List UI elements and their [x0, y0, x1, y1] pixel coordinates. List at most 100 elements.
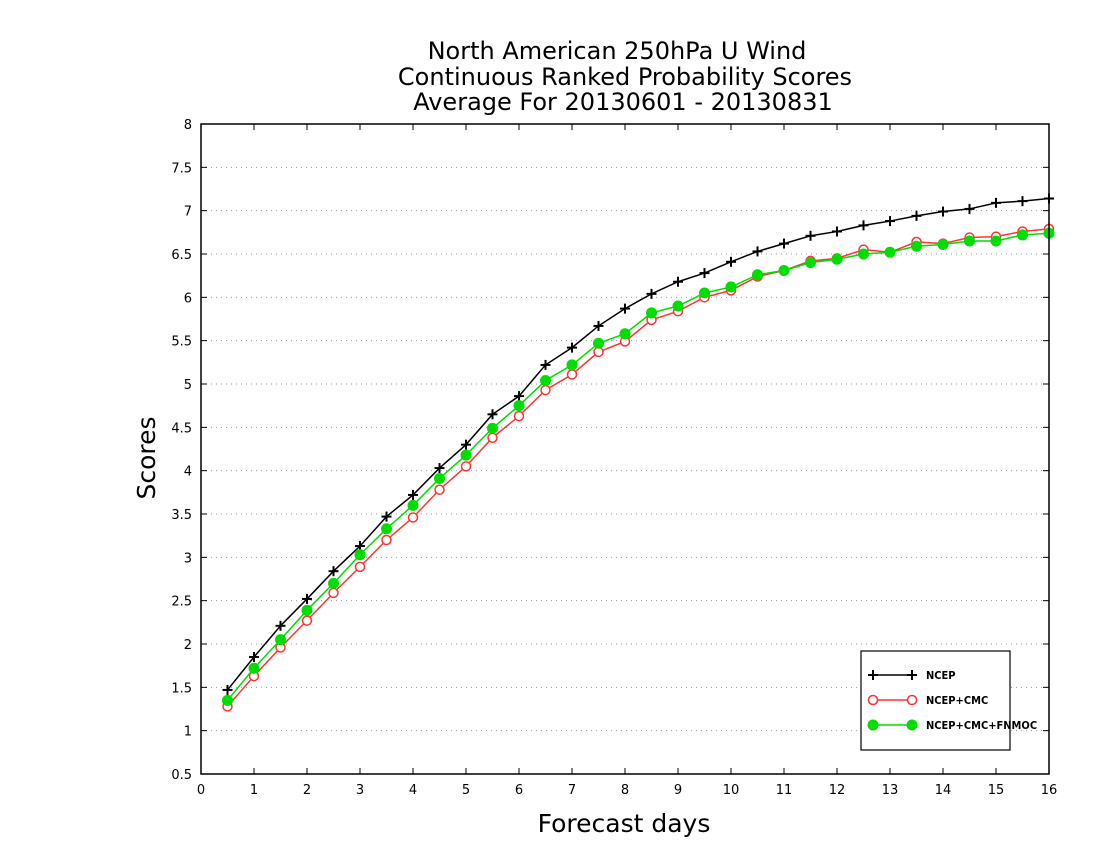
x-tick-label: 11 — [776, 783, 793, 798]
y-tick-label: 6 — [184, 291, 192, 306]
legend-marker-right-0 — [907, 670, 917, 680]
data-point-s1-10 — [487, 432, 498, 443]
title-line-2: Continuous Ranked Probability Scores — [398, 63, 852, 91]
y-tick-label: 7 — [184, 205, 192, 220]
y-tick-label: 5.5 — [171, 335, 192, 350]
data-point-s2-23 — [831, 253, 843, 265]
y-tick-label: 5 — [184, 378, 192, 393]
data-point-s1-9 — [460, 461, 472, 472]
y-tick-label: 8 — [184, 118, 192, 133]
x-tick-label: 15 — [988, 783, 1005, 798]
data-point-s2-3 — [301, 604, 313, 616]
data-point-s0-24 — [858, 220, 869, 231]
series-0 — [222, 193, 1054, 695]
data-point-s2-10 — [487, 422, 498, 434]
data-point-s0-15 — [620, 303, 630, 314]
data-point-s2-13 — [566, 359, 578, 371]
data-point-s2-0 — [222, 694, 233, 706]
data-point-s0-11 — [514, 391, 524, 402]
data-point-s1-5 — [354, 561, 366, 573]
data-point-s0-25 — [885, 216, 895, 227]
data-point-s2-25 — [884, 246, 896, 258]
data-point-s0-21 — [779, 238, 789, 249]
axis-ticks: 0 1 2 3 4 5 6 7 8 9 10 11 12 13 14 15 160.511.522.533.54… — [171, 118, 1057, 798]
data-point-s2-20 — [752, 269, 763, 281]
data-point-s0-4 — [328, 566, 339, 577]
data-point-s2-28 — [964, 235, 975, 247]
data-point-s2-27 — [937, 238, 949, 250]
legend-label-1: NCEP+CMC — [926, 694, 988, 707]
data-point-s2-30 — [1017, 229, 1028, 241]
x-tick-label: 4 — [409, 783, 417, 798]
data-point-s2-12 — [540, 375, 551, 387]
data-point-s1-7 — [407, 512, 419, 523]
y-tick-label: 4.5 — [171, 421, 192, 436]
data-point-s0-26 — [911, 210, 922, 221]
data-point-s1-8 — [434, 484, 445, 495]
data-point-s2-15 — [619, 328, 631, 340]
data-point-s2-7 — [407, 499, 419, 511]
data-point-s0-19 — [726, 256, 736, 267]
legend: NCEP NCEP+CMC NCEP+CMC+FNMOC — [860, 650, 1037, 751]
data-point-s0-12 — [540, 359, 551, 370]
data-point-s0-13 — [567, 342, 577, 353]
y-tick-label: 4 — [184, 465, 192, 480]
data-point-s2-1 — [248, 662, 260, 674]
x-tick-label: 14 — [935, 783, 952, 798]
data-point-s2-22 — [805, 257, 816, 269]
data-point-s0-14 — [593, 320, 604, 331]
data-point-s2-4 — [328, 577, 339, 589]
data-point-s2-16 — [646, 307, 657, 319]
data-point-s2-8 — [434, 472, 445, 484]
data-point-s1-12 — [540, 384, 551, 396]
y-tick-label: 0.5 — [171, 768, 192, 783]
data-point-s0-27 — [938, 206, 948, 217]
data-point-s0-30 — [1017, 196, 1028, 207]
x-tick-label: 0 — [197, 783, 205, 798]
series-1 — [222, 223, 1055, 712]
legend-label-2: NCEP+CMC+FNMOC — [926, 719, 1037, 732]
grid — [201, 166, 1049, 732]
data-point-s0-3 — [302, 593, 312, 604]
data-point-s2-17 — [672, 300, 684, 312]
legend-marker-left-2 — [867, 719, 879, 731]
y-tick-label: 2.5 — [171, 595, 192, 610]
data-point-s2-19 — [725, 281, 737, 293]
legend-item-0: NCEP — [868, 669, 956, 682]
data-point-s0-8 — [434, 463, 445, 474]
legend-marker-right-2 — [906, 719, 918, 731]
data-point-s0-20 — [752, 246, 763, 257]
data-point-s2-14 — [593, 337, 604, 349]
data-point-s2-21 — [778, 264, 790, 276]
data-point-s0-7 — [408, 489, 418, 500]
x-axis-title: Forecast days — [538, 809, 711, 838]
x-tick-label: 2 — [303, 783, 311, 798]
legend-label-0: NCEP — [926, 669, 956, 682]
series-line-2 — [226, 232, 1050, 701]
data-point-s1-11 — [513, 410, 525, 422]
legend-marker-right-1 — [906, 694, 918, 706]
y-tick-label: 3 — [184, 551, 192, 566]
data-point-s0-28 — [964, 203, 975, 214]
legend-item-1: NCEP+CMC — [867, 694, 988, 707]
data-point-s2-11 — [513, 400, 525, 412]
data-point-s0-18 — [699, 268, 710, 279]
data-point-s0-10 — [487, 409, 498, 420]
data-point-s0-9 — [461, 439, 471, 450]
chart-title: North American 250hPa U Wind Continuous … — [398, 37, 852, 116]
series-line-0 — [226, 197, 1050, 691]
data-point-s0-16 — [646, 288, 657, 299]
data-point-s0-23 — [832, 226, 842, 237]
title-line-1: North American 250hPa U Wind — [428, 37, 807, 65]
y-tick-label: 2 — [184, 638, 192, 653]
x-tick-label: 16 — [1041, 783, 1058, 798]
data-point-s0-17 — [673, 276, 683, 287]
x-tick-label: 8 — [621, 783, 629, 798]
series-2 — [222, 227, 1055, 706]
legend-marker-left-1 — [867, 694, 879, 706]
x-tick-label: 3 — [356, 783, 364, 798]
data-point-s0-2 — [275, 620, 286, 631]
x-tick-label: 12 — [829, 783, 846, 798]
